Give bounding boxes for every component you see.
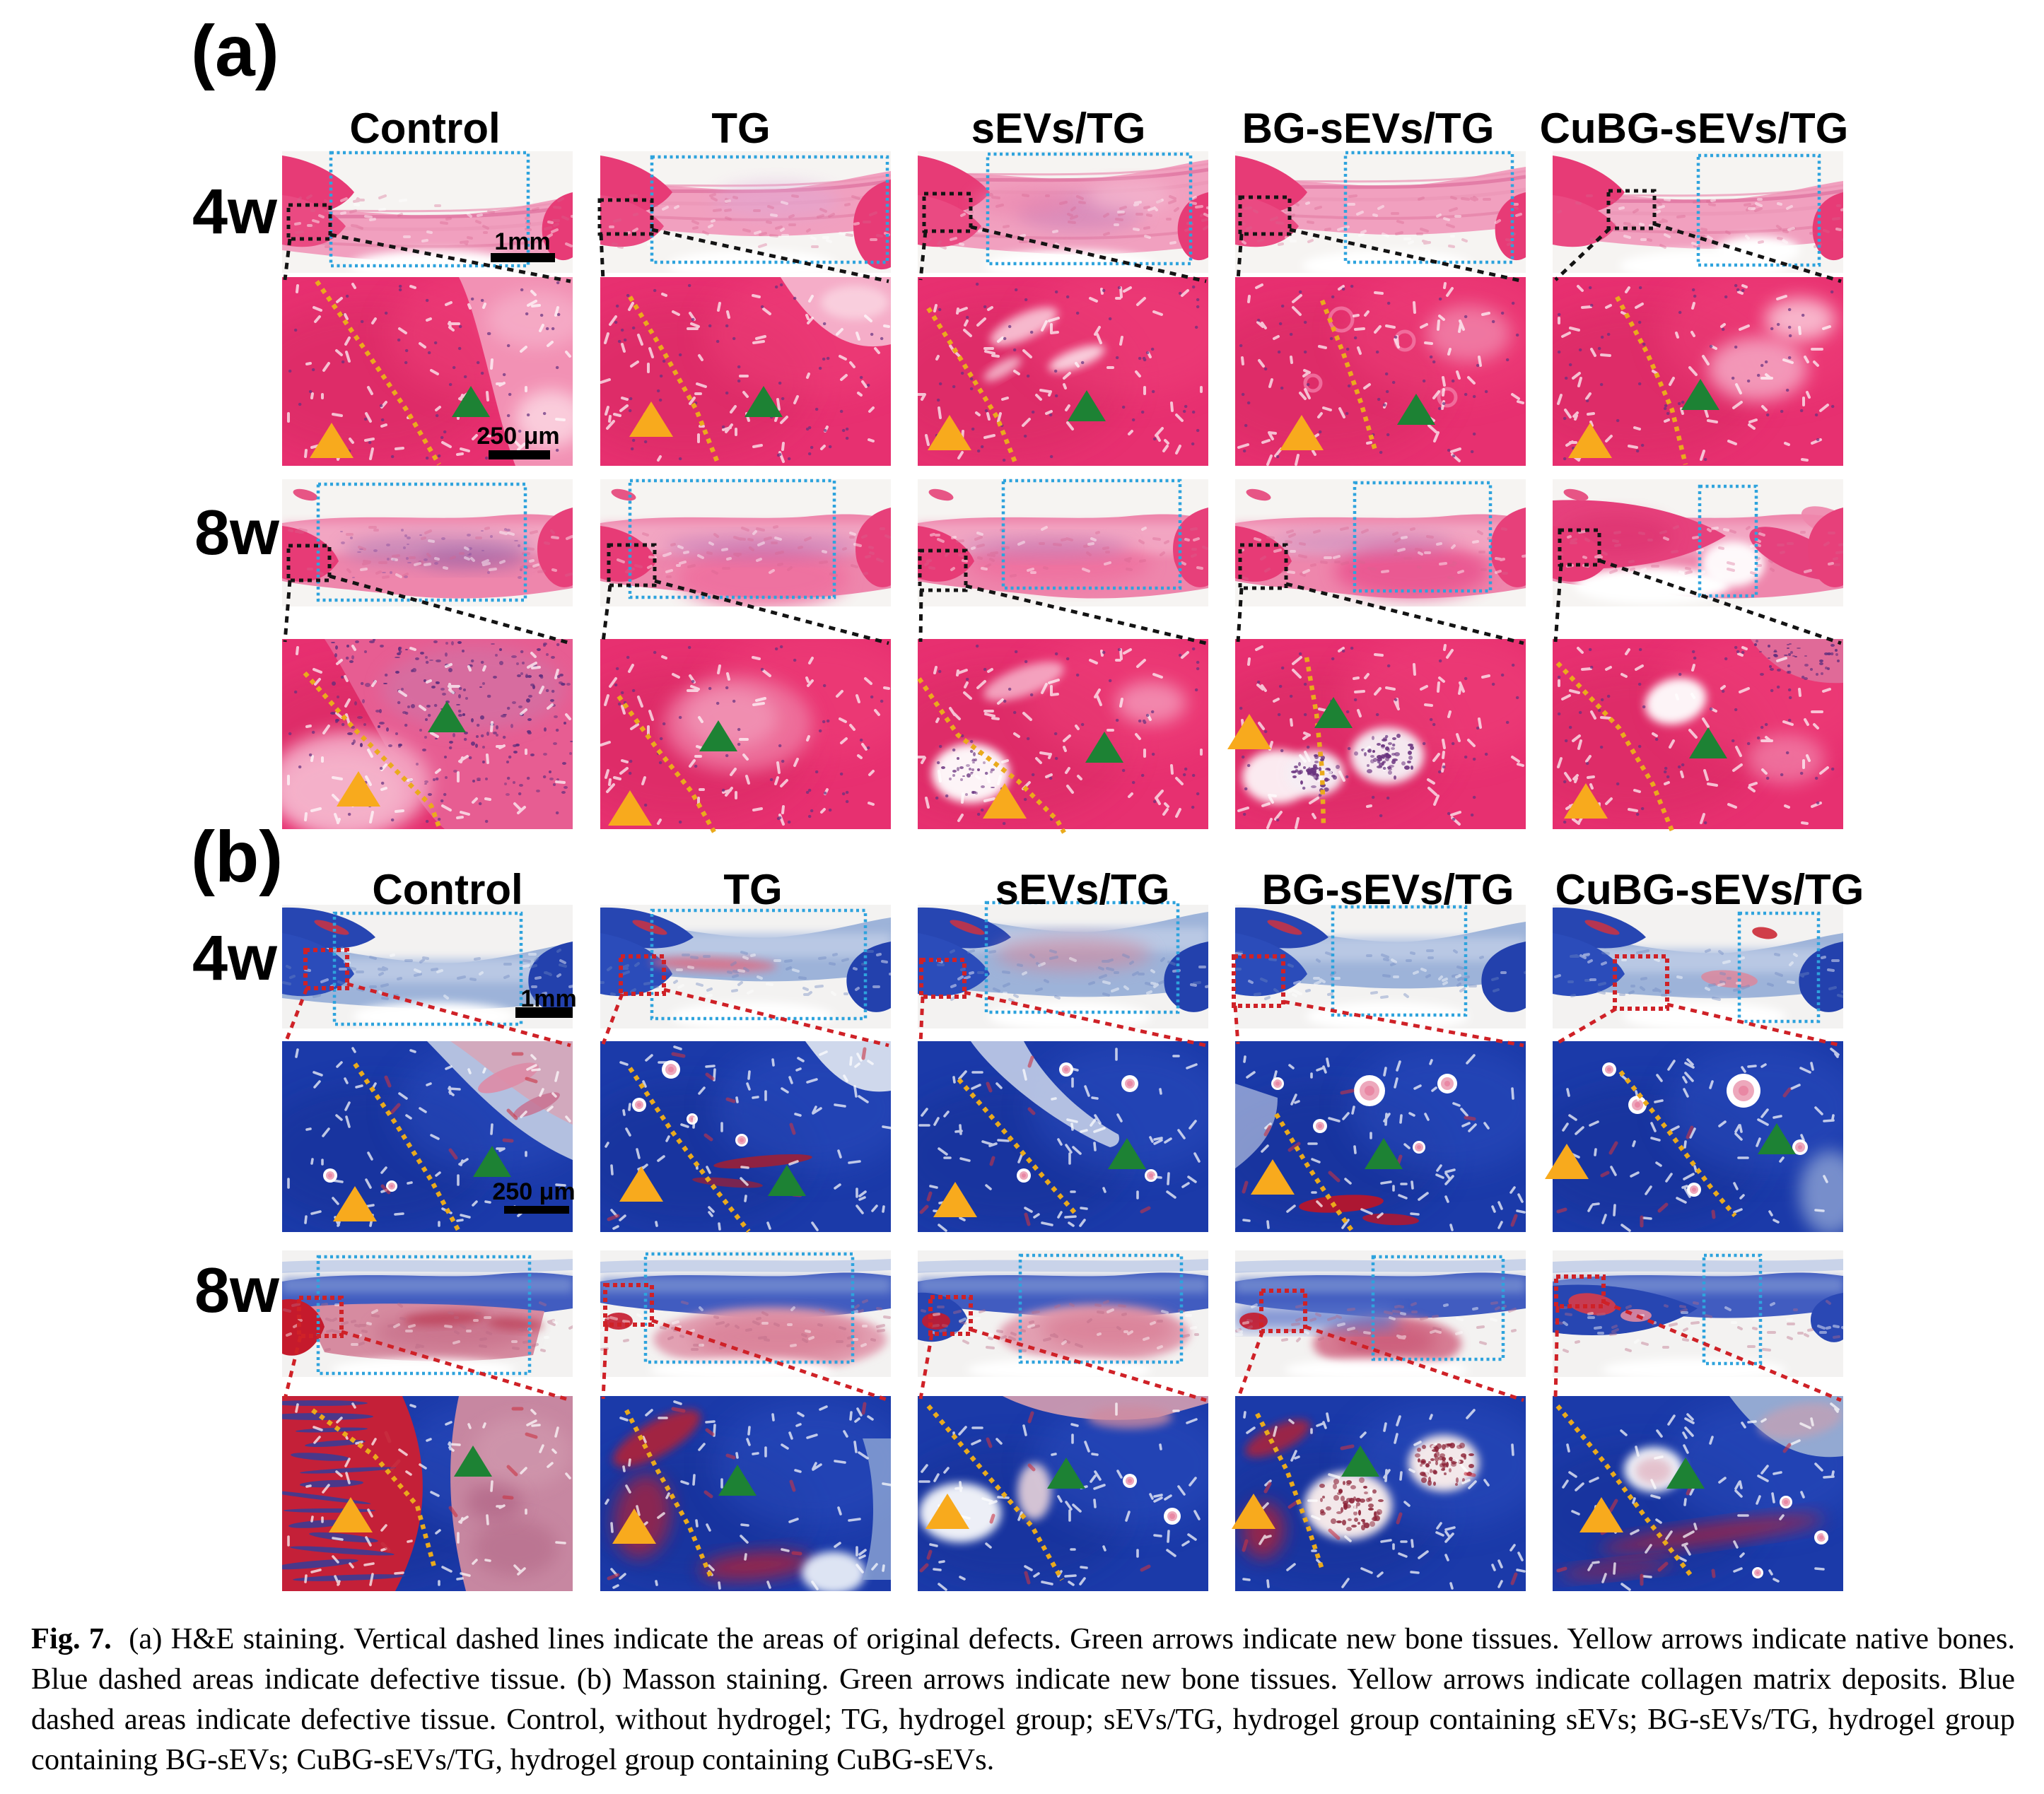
- svg-text:4w: 4w: [192, 923, 278, 994]
- svg-text:4w: 4w: [192, 177, 278, 247]
- svg-text:BG-sEVs/TG: BG-sEVs/TG: [1242, 105, 1495, 152]
- svg-text:1mm: 1mm: [520, 985, 576, 1012]
- svg-text:CuBG-sEVs/TG: CuBG-sEVs/TG: [1555, 866, 1864, 913]
- svg-text:sEVs/TG: sEVs/TG: [971, 105, 1146, 152]
- svg-text:1mm: 1mm: [494, 228, 550, 255]
- svg-text:(b): (b): [191, 816, 283, 897]
- svg-text:TG: TG: [711, 105, 770, 152]
- svg-text:TG: TG: [723, 866, 782, 913]
- svg-text:Control: Control: [372, 866, 522, 913]
- svg-text:8w: 8w: [194, 1255, 280, 1326]
- svg-text:8w: 8w: [194, 498, 280, 568]
- svg-text:Control: Control: [349, 105, 500, 152]
- svg-text:250 μm: 250 μm: [492, 1178, 575, 1205]
- svg-text:BG-sEVs/TG: BG-sEVs/TG: [1262, 866, 1514, 913]
- svg-text:CuBG-sEVs/TG: CuBG-sEVs/TG: [1540, 105, 1849, 152]
- svg-text:250 μm: 250 μm: [477, 423, 559, 450]
- svg-text:(a): (a): [191, 11, 279, 91]
- svg-text:sEVs/TG: sEVs/TG: [995, 866, 1170, 913]
